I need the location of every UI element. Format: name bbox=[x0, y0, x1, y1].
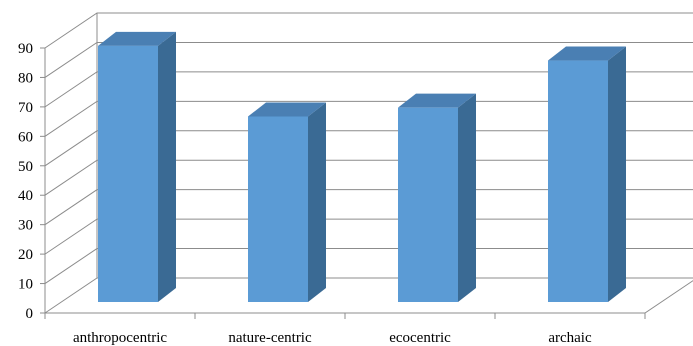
y-tick-label: 30 bbox=[18, 218, 33, 234]
y-tick-label: 70 bbox=[18, 100, 33, 116]
y-tick-label: 80 bbox=[18, 70, 33, 86]
x-tick-label: archaic bbox=[548, 330, 592, 346]
bar-front bbox=[248, 116, 308, 302]
x-tick-label: anthropocentric bbox=[73, 330, 167, 346]
x-tick-label: nature-centric bbox=[228, 330, 312, 346]
y-tick-labels: 0 10 20 30 40 50 60 70 80 90 bbox=[18, 41, 33, 322]
bar-top bbox=[398, 93, 476, 108]
y-tick-label: 10 bbox=[18, 277, 33, 293]
bar bbox=[548, 46, 626, 302]
bar-side bbox=[158, 31, 176, 302]
bar-side bbox=[458, 93, 476, 303]
bar-front bbox=[548, 60, 608, 302]
y-tick-label: 20 bbox=[18, 247, 33, 263]
bars bbox=[98, 31, 626, 303]
x-tick-labels: anthropocentric nature-centric ecocentric a… bbox=[73, 330, 592, 346]
x-tick-label: ecocentric bbox=[389, 330, 451, 346]
bar-front bbox=[398, 107, 458, 303]
bar bbox=[98, 31, 176, 302]
y-tick-label: 0 bbox=[26, 306, 34, 322]
bar-top bbox=[548, 46, 626, 61]
bar-front bbox=[98, 45, 158, 302]
bar-side bbox=[608, 46, 626, 302]
y-tick-label: 60 bbox=[18, 129, 33, 145]
bar-top bbox=[98, 31, 176, 46]
bar-side bbox=[308, 102, 326, 302]
bar bbox=[398, 93, 476, 303]
y-tick-label: 90 bbox=[18, 41, 33, 57]
bar-top bbox=[248, 102, 326, 117]
bar bbox=[248, 102, 326, 302]
axes bbox=[40, 13, 693, 319]
y-tick-label: 40 bbox=[18, 188, 33, 204]
y-tick-label: 50 bbox=[18, 159, 33, 175]
